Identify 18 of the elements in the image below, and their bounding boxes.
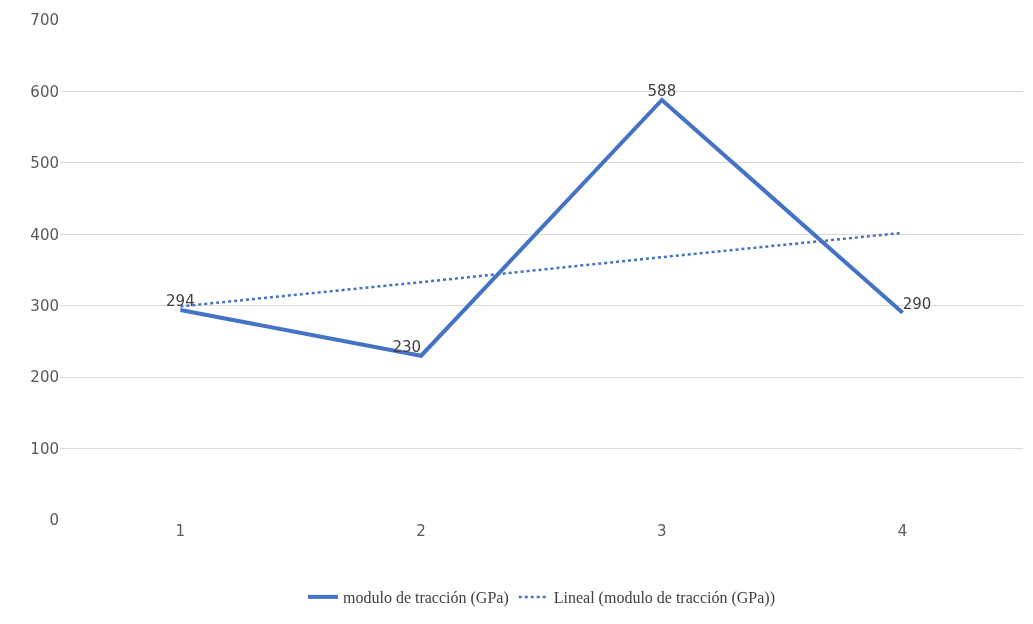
x-tick-label: 3 bbox=[657, 522, 667, 540]
y-tick-label: 700 bbox=[30, 11, 59, 30]
y-tick-label: 200 bbox=[30, 368, 59, 387]
data-label: 230 bbox=[392, 337, 422, 356]
data-label: 294 bbox=[166, 292, 195, 311]
legend-label: modulo de tracción (GPa) bbox=[343, 589, 509, 608]
legend-label: Lineal (modulo de tracción (GPa)) bbox=[553, 589, 775, 608]
y-tick-label: 0 bbox=[49, 511, 59, 530]
data-label: 290 bbox=[902, 295, 932, 314]
y-tick-label: 600 bbox=[30, 82, 59, 101]
y-tick-label: 500 bbox=[30, 154, 59, 173]
x-tick-label: 1 bbox=[175, 522, 186, 540]
x-tick-label: 2 bbox=[416, 522, 426, 540]
y-tick-label: 400 bbox=[30, 225, 59, 244]
y-tick-label: 300 bbox=[30, 296, 59, 315]
x-tick-label: 4 bbox=[897, 522, 908, 540]
y-tick-label: 100 bbox=[30, 439, 59, 458]
data-label: 588 bbox=[647, 82, 677, 101]
